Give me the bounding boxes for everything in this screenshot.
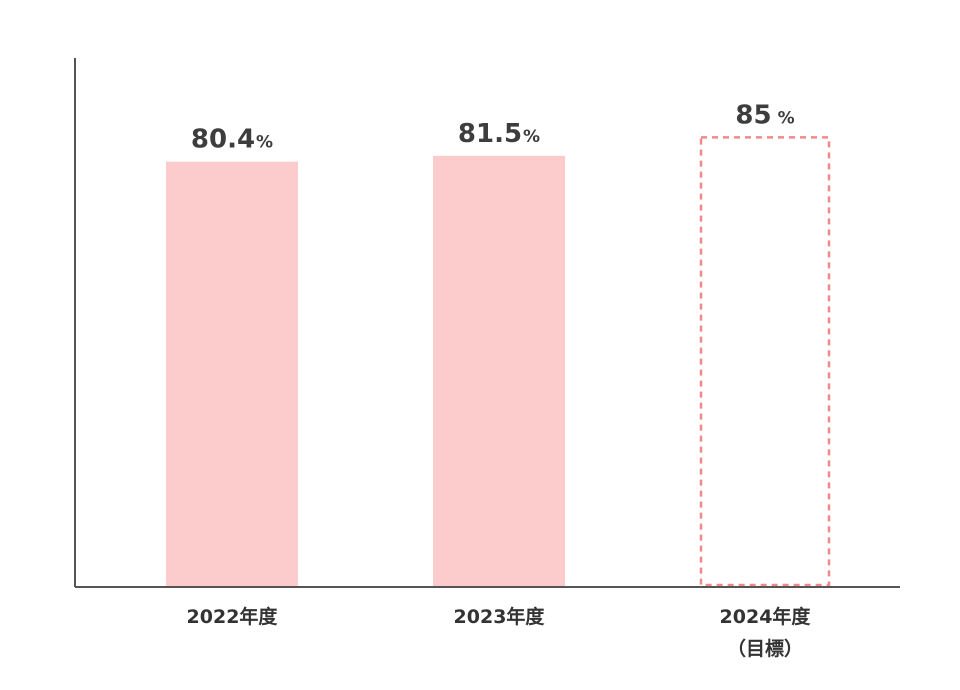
category-label-3: 2024年度 bbox=[720, 605, 812, 628]
bar-2 bbox=[433, 155, 565, 588]
category-label-1: 2022年度 bbox=[187, 605, 279, 628]
bars-group bbox=[166, 136, 831, 588]
value-label-3: 85% bbox=[735, 100, 794, 130]
category-label-2: 2023年度 bbox=[454, 605, 546, 628]
bar-target-3 bbox=[699, 136, 831, 587]
category-labels-group: 2022年度 2023年度 2024年度 （目標） bbox=[187, 605, 812, 660]
value-label-2: 81.5% bbox=[458, 119, 540, 149]
bar-1 bbox=[166, 161, 298, 587]
value-labels-group: 80.4% 81.5% 85% bbox=[191, 100, 795, 154]
category-sublabel-3: （目標） bbox=[727, 637, 803, 660]
value-label-1: 80.4% bbox=[191, 125, 273, 155]
